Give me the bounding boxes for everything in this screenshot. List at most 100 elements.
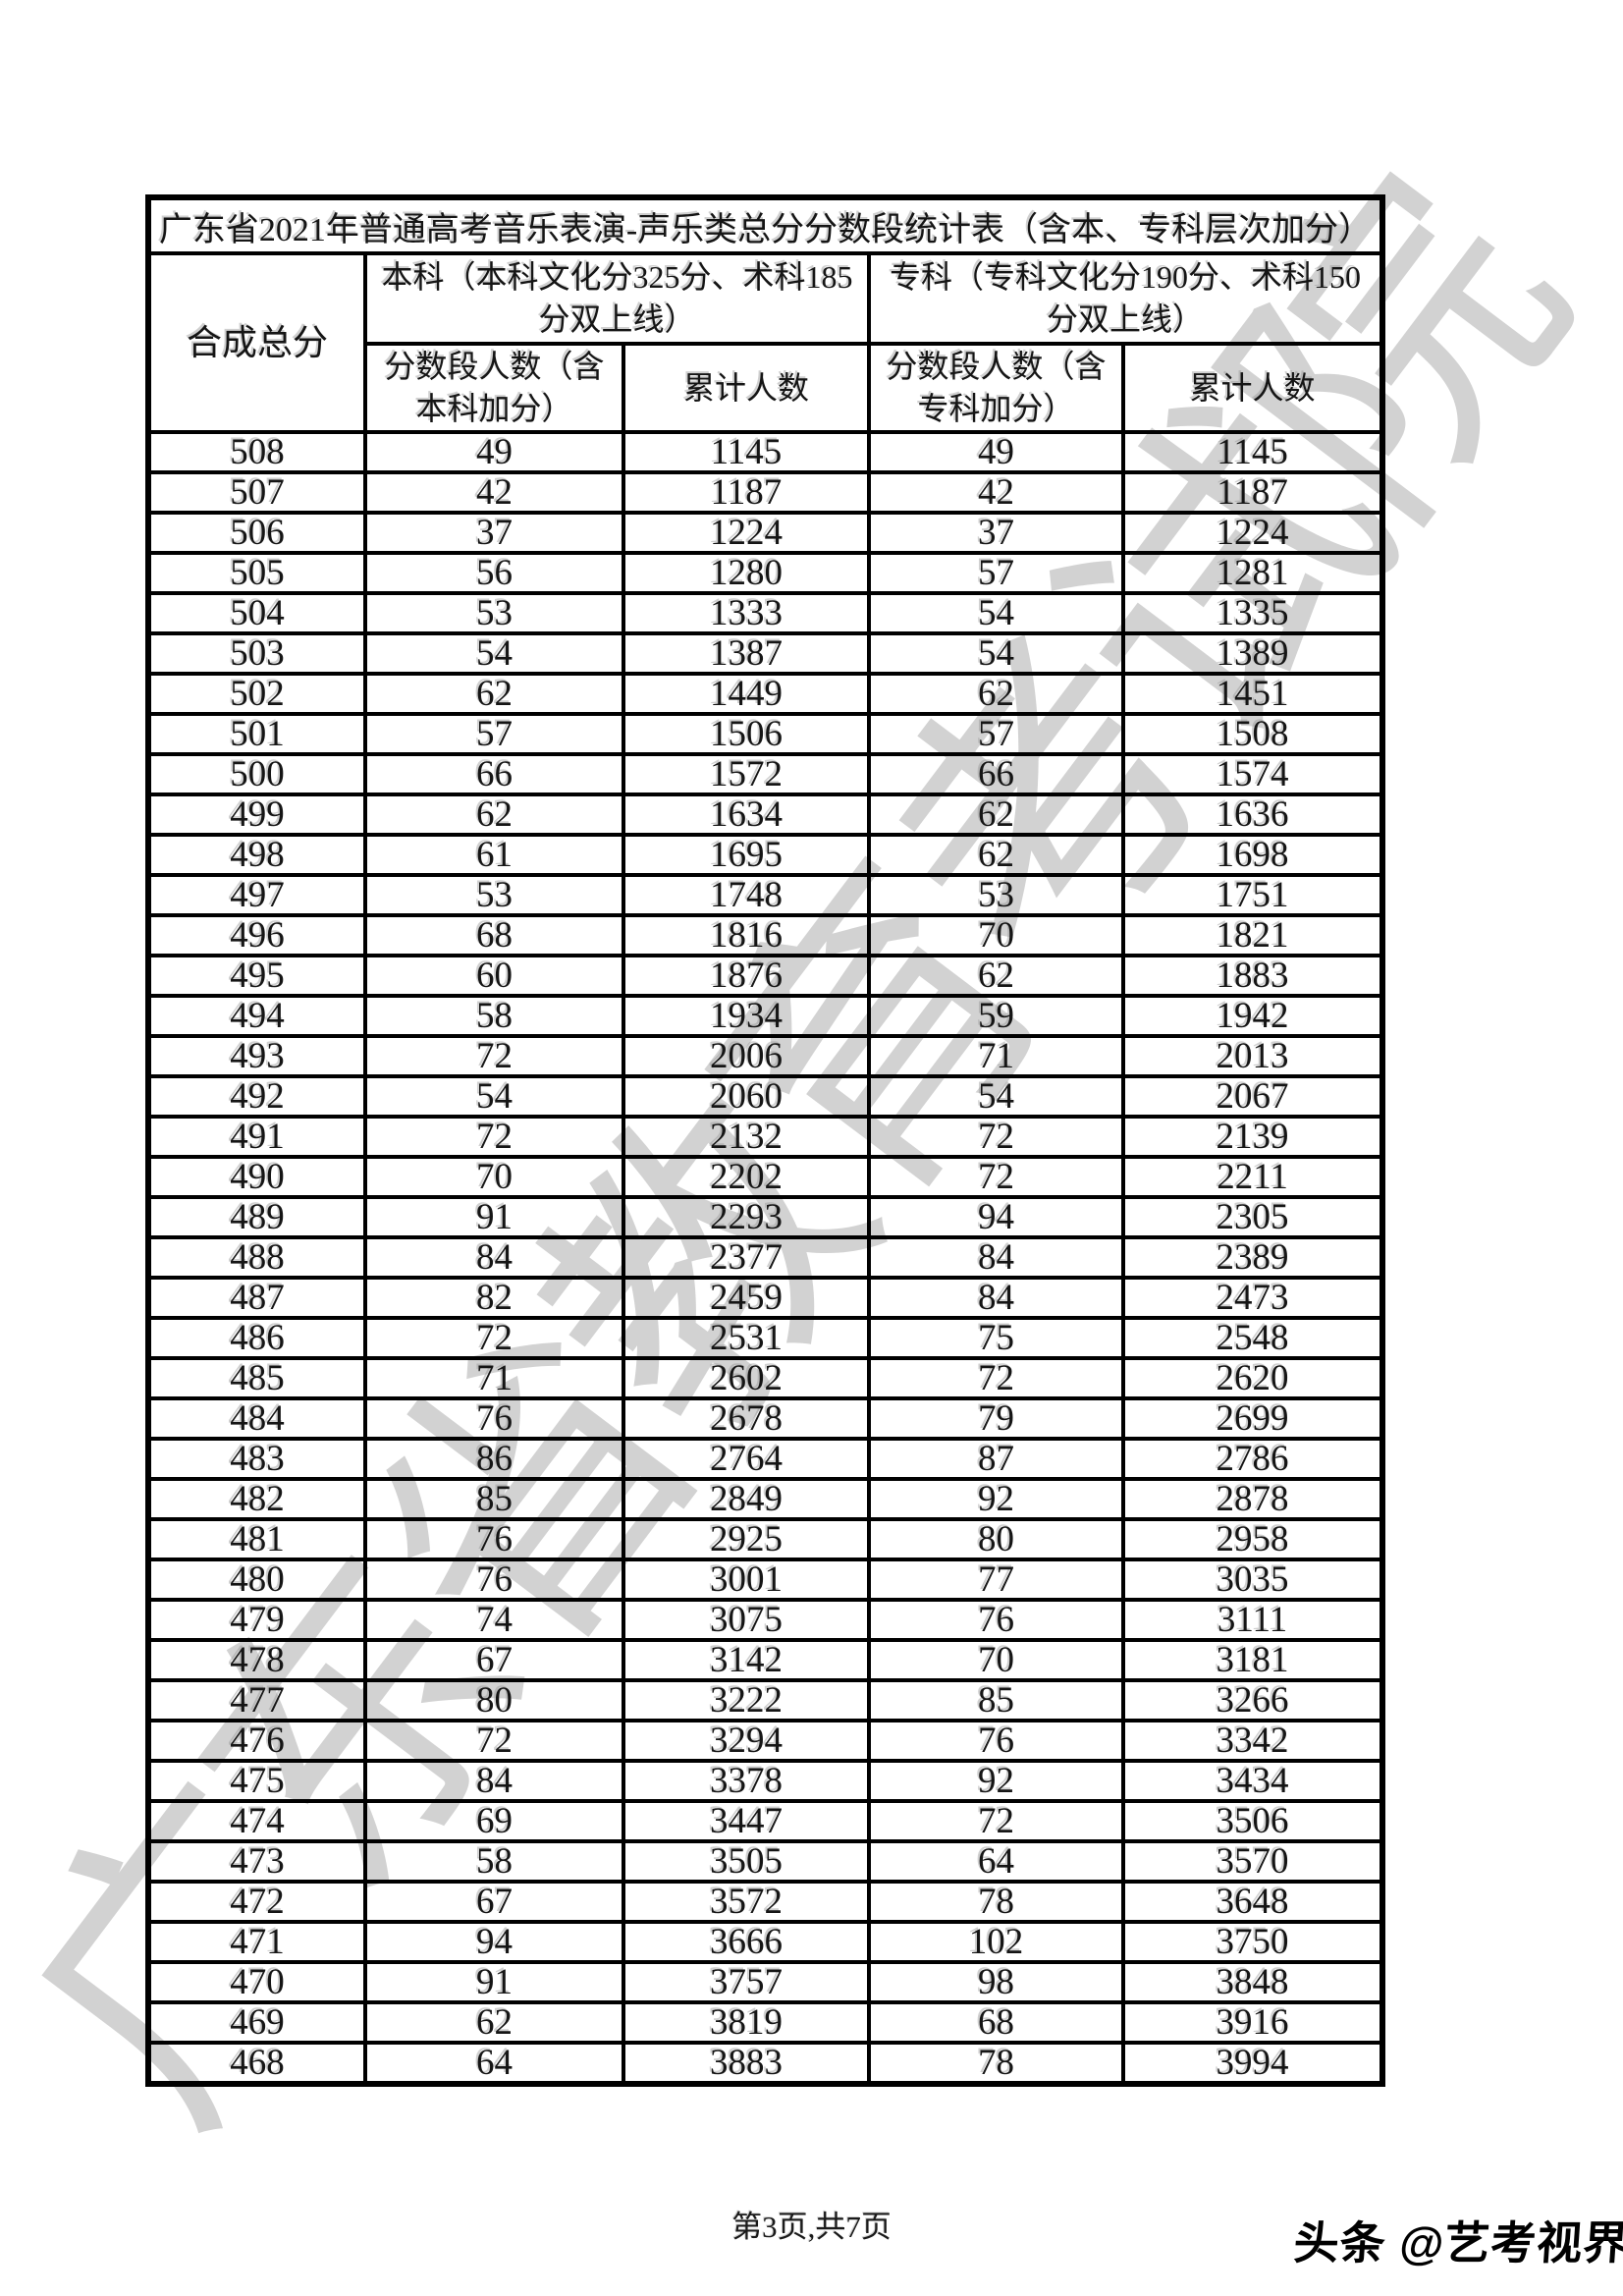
table-row: 483 86 2764 87 2786	[146, 1437, 1385, 1482]
benke-segment-count-cell: 54	[363, 1074, 625, 1120]
composite-score-cell: 480	[146, 1558, 367, 1603]
composite-score-cell: 490	[146, 1155, 367, 1200]
benke-segment-count-cell: 58	[363, 994, 625, 1039]
benke-cumulative-cell: 1145	[622, 430, 871, 475]
table-row: 486 72 2531 75 2548	[146, 1316, 1385, 1361]
zhuanke-segment-count-cell: 70	[867, 913, 1125, 958]
zhuanke-segment-count-cell: 84	[867, 1235, 1125, 1281]
benke-segment-count-cell: 64	[363, 2041, 625, 2087]
zhuanke-cumulative-cell: 2473	[1120, 1276, 1385, 1321]
zhuanke-cumulative-cell: 2013	[1120, 1034, 1385, 1079]
benke-segment-count-cell: 37	[363, 511, 625, 556]
benke-segment-count-cell: 72	[363, 1115, 625, 1160]
zhuanke-cumulative-cell: 1281	[1120, 551, 1385, 596]
benke-segment-count-cell: 91	[363, 1195, 625, 1240]
composite-score-cell: 502	[146, 672, 367, 717]
zhuanke-cumulative-cell: 2958	[1120, 1517, 1385, 1562]
benke-cumulative-cell: 2764	[622, 1437, 871, 1482]
benke-cumulative-cell: 3294	[622, 1719, 871, 1764]
table-row: 480 76 3001 77 3035	[146, 1558, 1385, 1603]
benke-segment-count-cell: 84	[363, 1235, 625, 1281]
composite-score-cell: 497	[146, 873, 367, 918]
sub-header-row: 分数段人数（含本科加分） 累计人数 分数段人数（含专科加分） 累计人数	[148, 341, 1385, 435]
benke-segment-count-cell: 68	[363, 913, 625, 958]
composite-score-cell: 504	[146, 591, 367, 636]
zhuanke-cumulative-cell: 3848	[1120, 1960, 1385, 2005]
zhuanke-segment-count-cell: 49	[867, 430, 1125, 475]
zhuanke-cumulative-cell: 2389	[1120, 1235, 1385, 1281]
zhuanke-cumulative-cell: 1145	[1120, 430, 1385, 475]
composite-score-cell: 468	[146, 2041, 367, 2087]
table-row: 488 84 2377 84 2389	[146, 1235, 1385, 1281]
composite-score-cell: 493	[146, 1034, 367, 1079]
zhuanke-segment-count-cell: 84	[867, 1276, 1125, 1321]
zhuanke-segment-count-cell: 54	[867, 1074, 1125, 1120]
header-composite-score: 合成总分	[146, 250, 367, 435]
zhuanke-segment-count-cell: 72	[867, 1356, 1125, 1401]
benke-cumulative-cell: 1333	[622, 591, 871, 636]
benke-segment-count-cell: 62	[363, 793, 625, 838]
benke-segment-count-cell: 85	[363, 1477, 625, 1522]
composite-score-cell: 478	[146, 1638, 367, 1683]
benke-segment-count-cell: 58	[363, 1839, 625, 1885]
benke-segment-count-cell: 70	[363, 1155, 625, 1200]
zhuanke-segment-count-cell: 66	[867, 752, 1125, 797]
zhuanke-cumulative-cell: 3434	[1120, 1759, 1385, 1804]
zhuanke-segment-count-cell: 72	[867, 1155, 1125, 1200]
zhuanke-cumulative-cell: 2548	[1120, 1316, 1385, 1361]
zhuanke-cumulative-cell: 3994	[1120, 2041, 1385, 2087]
benke-cumulative-cell: 3001	[622, 1558, 871, 1603]
composite-score-cell: 492	[146, 1074, 367, 1120]
benke-segment-count-cell: 72	[363, 1034, 625, 1079]
table-row: 493 72 2006 71 2013	[146, 1034, 1385, 1079]
composite-score-cell: 481	[146, 1517, 367, 1562]
benke-cumulative-cell: 3447	[622, 1799, 871, 1844]
zhuanke-segment-count-cell: 72	[867, 1799, 1125, 1844]
title-row: 广东省2021年普通高考音乐表演-声乐类总分分数段统计表（含本、专科层次加分）	[145, 195, 1385, 255]
zhuanke-segment-count-cell: 72	[867, 1115, 1125, 1160]
composite-score-cell: 496	[146, 913, 367, 958]
benke-segment-count-cell: 56	[363, 551, 625, 596]
table-body: 508 49 1145 49 1145 507 42 1187 42 1187 506 37 1224 3…	[146, 430, 1385, 2087]
zhuanke-cumulative-cell: 1451	[1120, 672, 1385, 717]
zhuanke-segment-count-cell: 92	[867, 1477, 1125, 1522]
composite-score-cell: 473	[146, 1839, 367, 1885]
zhuanke-segment-count-cell: 53	[867, 873, 1125, 918]
zhuanke-segment-count-cell: 59	[867, 994, 1125, 1039]
header-zhuanke-cumulative-count: 累计人数	[1120, 341, 1385, 435]
composite-score-cell: 474	[146, 1799, 367, 1844]
table-row: 491 72 2132 72 2139	[146, 1115, 1385, 1160]
benke-cumulative-cell: 1572	[622, 752, 871, 797]
zhuanke-cumulative-cell: 3266	[1120, 1678, 1385, 1723]
benke-segment-count-cell: 91	[363, 1960, 625, 2005]
benke-cumulative-cell: 3222	[622, 1678, 871, 1723]
composite-score-cell: 500	[146, 752, 367, 797]
zhuanke-segment-count-cell: 54	[867, 631, 1125, 677]
composite-score-cell: 501	[146, 712, 367, 757]
table-row: 478 67 3142 70 3181	[146, 1638, 1385, 1683]
composite-score-cell: 486	[146, 1316, 367, 1361]
composite-score-cell: 470	[146, 1960, 367, 2005]
header-benke-segment-count: 分数段人数（含本科加分）	[363, 341, 625, 435]
benke-segment-count-cell: 72	[363, 1719, 625, 1764]
table-row: 505 56 1280 57 1281	[146, 551, 1385, 596]
zhuanke-cumulative-cell: 3648	[1120, 1880, 1385, 1925]
benke-cumulative-cell: 1748	[622, 873, 871, 918]
benke-segment-count-cell: 76	[363, 1558, 625, 1603]
benke-segment-count-cell: 76	[363, 1517, 625, 1562]
benke-cumulative-cell: 2849	[622, 1477, 871, 1522]
zhuanke-segment-count-cell: 92	[867, 1759, 1125, 1804]
benke-segment-count-cell: 74	[363, 1598, 625, 1643]
zhuanke-cumulative-cell: 2067	[1120, 1074, 1385, 1120]
benke-cumulative-cell: 3378	[622, 1759, 871, 1804]
zhuanke-segment-count-cell: 87	[867, 1437, 1125, 1482]
zhuanke-segment-count-cell: 79	[867, 1396, 1125, 1442]
benke-segment-count-cell: 71	[363, 1356, 625, 1401]
table-header: 广东省2021年普通高考音乐表演-声乐类总分分数段统计表（含本、专科层次加分） …	[145, 195, 1385, 435]
zhuanke-segment-count-cell: 76	[867, 1719, 1125, 1764]
composite-score-cell: 476	[146, 1719, 367, 1764]
benke-segment-count-cell: 61	[363, 833, 625, 878]
benke-segment-count-cell: 67	[363, 1638, 625, 1683]
composite-score-cell: 491	[146, 1115, 367, 1160]
composite-score-cell: 506	[146, 511, 367, 556]
